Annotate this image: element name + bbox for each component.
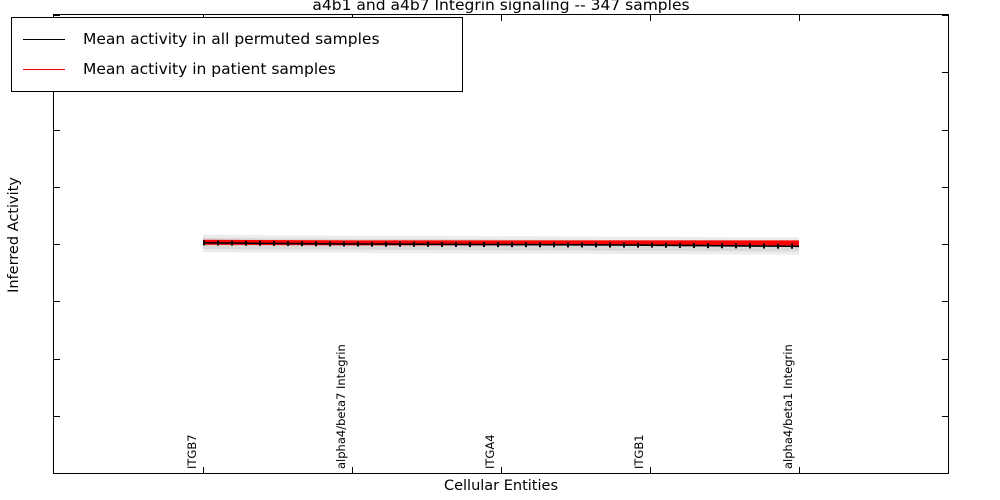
y-axis-tick-mark (942, 244, 948, 245)
y-axis-tick-mark (54, 186, 60, 188)
x-axis-tick-label: ITGB7 (185, 434, 199, 469)
y-axis-tick-mark (942, 186, 948, 188)
y-axis-tick-mark (942, 301, 948, 303)
chart-title: a4b1 and a4b7 Integrin signaling -- 347 … (312, 0, 690, 14)
legend-line-swatch-permuted (23, 38, 65, 40)
legend-label-patient: Mean activity in patient samples (83, 60, 336, 78)
x-axis-label: Cellular Entities (443, 478, 559, 494)
y-axis-tick-mark (942, 473, 948, 474)
y-axis-tick-mark (54, 129, 60, 131)
y-axis-tick-mark (54, 301, 60, 303)
x-axis-tick-mark (501, 467, 502, 473)
x-axis-tick-label: ITGB1 (632, 434, 646, 469)
y-axis-tick-mark (54, 244, 60, 245)
y-axis-tick-mark (942, 415, 948, 417)
x-axis-tick-label: alpha4/beta1 Integrin (781, 344, 795, 469)
legend-item[interactable]: Mean activity in all permuted samples (23, 24, 450, 54)
y-axis-tick-mark (54, 358, 60, 360)
legend-label-permuted: Mean activity in all permuted samples (83, 30, 380, 48)
legend-box: Mean activity in all permuted samples Me… (11, 17, 463, 92)
x-axis-tick-mark (501, 15, 502, 21)
y-axis-tick-mark (942, 358, 948, 360)
y-axis-tick-mark (942, 72, 948, 74)
x-axis-tick-mark (203, 467, 204, 473)
legend-line-swatch-patient (23, 68, 65, 70)
x-axis-tick-mark (799, 15, 800, 21)
y-axis-tick-mark (942, 15, 948, 16)
permuted-sample-markers (202, 240, 800, 249)
x-axis-tick-mark (799, 467, 800, 473)
y-axis-tick-mark (942, 129, 948, 131)
x-axis-tick-mark (650, 467, 651, 473)
x-axis-tick-mark (650, 15, 651, 21)
y-axis-tick-mark (54, 15, 60, 16)
x-axis-tick-label: alpha4/beta7 Integrin (334, 344, 348, 469)
series-plot (202, 234, 800, 255)
y-axis-tick-mark (54, 415, 60, 417)
x-axis-tick-mark (352, 467, 353, 473)
legend-item[interactable]: Mean activity in patient samples (23, 54, 450, 84)
x-axis-tick-label: ITGA4 (483, 434, 497, 469)
y-axis-tick-mark (54, 473, 60, 474)
